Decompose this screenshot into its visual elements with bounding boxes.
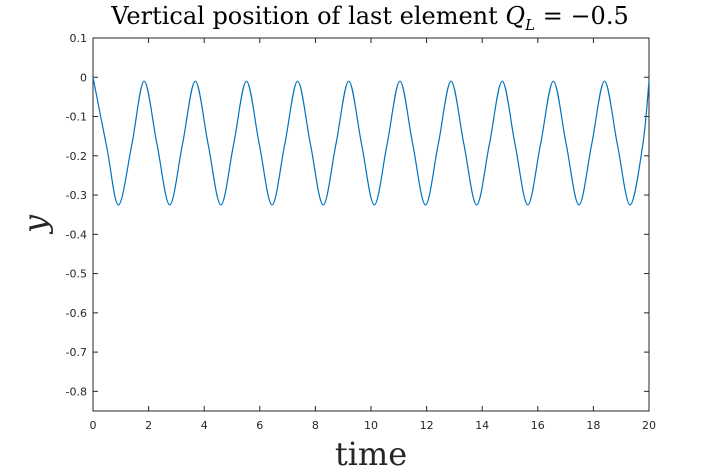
y-tick-label: -0.2 [66,150,87,163]
chart-title: Vertical position of last element QL = −… [110,2,628,34]
x-tick-label: 8 [312,419,319,432]
x-tick-label: 20 [642,419,656,432]
x-tick-label: 2 [145,419,152,432]
y-tick-label: -0.6 [66,307,87,320]
y-axis-label: y [16,214,54,235]
y-tick-label: -0.7 [66,346,87,359]
x-tick-label: 0 [90,419,97,432]
plot-area [92,37,650,412]
series-line-y-position [92,77,650,206]
y-tick-label: 0 [80,71,87,84]
x-tick-label: 12 [420,419,434,432]
x-axis-ticks: 0 2 4 6 8 10 12 14 16 18 20 [90,38,656,432]
x-tick-label: 16 [531,419,545,432]
y-tick-label: -0.8 [66,385,87,398]
x-tick-label: 10 [364,419,378,432]
y-tick-label: -0.5 [66,268,87,281]
x-tick-label: 4 [201,419,208,432]
x-axis-label: time [335,435,407,473]
y-axis-ticks: 0.1 0 -0.1 -0.2 -0.3 -0.4 -0.5 -0.6 -0.7 -0.8 [66,32,649,398]
y-tick-label: -0.1 [66,111,87,124]
x-tick-label: 18 [586,419,600,432]
y-tick-label: -0.4 [66,228,87,241]
x-tick-label: 14 [475,419,489,432]
y-tick-label: -0.3 [66,189,87,202]
x-tick-label: 6 [256,419,263,432]
y-tick-label: 0.1 [70,32,88,45]
